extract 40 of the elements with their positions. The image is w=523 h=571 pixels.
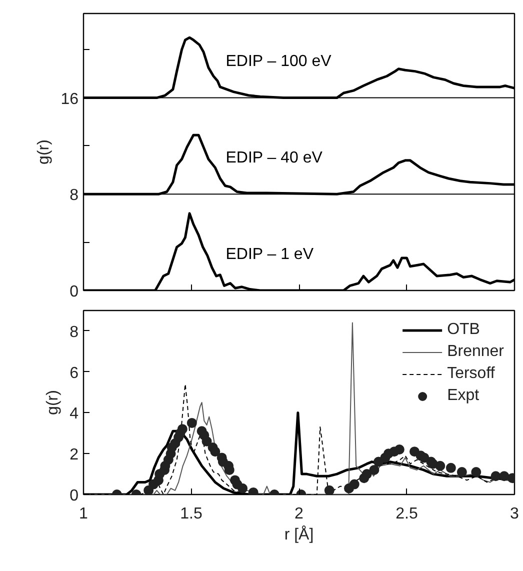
point (369, 464, 380, 475)
point (446, 462, 456, 473)
x-tick-label: 1.5 (180, 506, 202, 522)
x-tick-label: 1 (79, 506, 88, 522)
point (186, 418, 197, 428)
y-tick-label: 6 (70, 364, 79, 382)
x-axis-title: r [Å] (284, 526, 314, 544)
y-tick-label: 8 (70, 324, 79, 341)
y-axis-title: g(r) (44, 390, 62, 415)
point (471, 467, 482, 477)
x-tick-label: 2 (294, 506, 304, 522)
point (499, 471, 510, 482)
y-tick-label: 0 (70, 488, 79, 504)
y-tick-label: 2 (70, 446, 79, 464)
legend-label: Tersoff (447, 365, 495, 383)
legend-label: Brenner (447, 343, 504, 361)
x-tick-label: 3 (510, 506, 520, 522)
y-tick-label: 0 (70, 284, 79, 300)
point (394, 444, 404, 455)
point (202, 436, 212, 446)
point (210, 446, 220, 457)
point (144, 485, 154, 494)
point (362, 469, 372, 480)
x-tick-label: 2.5 (396, 506, 418, 522)
point (435, 460, 446, 471)
point (490, 471, 501, 482)
series-label: EDIP – 100 eV (226, 53, 332, 70)
series-label: EDIP – 40 eV (226, 150, 323, 167)
point (177, 424, 188, 434)
y-tick-label: 4 (70, 406, 79, 423)
series-label: EDIP – 1 eV (226, 246, 314, 263)
point (324, 485, 334, 494)
point (456, 467, 467, 477)
point (349, 479, 360, 490)
point (238, 483, 248, 494)
y-axis-title: g(r) (36, 140, 53, 164)
legend-label: Expt (447, 387, 480, 405)
legend-label: OTB (447, 321, 480, 339)
y-tick-label: 8 (70, 187, 79, 204)
y-tick-label: 16 (60, 90, 79, 108)
